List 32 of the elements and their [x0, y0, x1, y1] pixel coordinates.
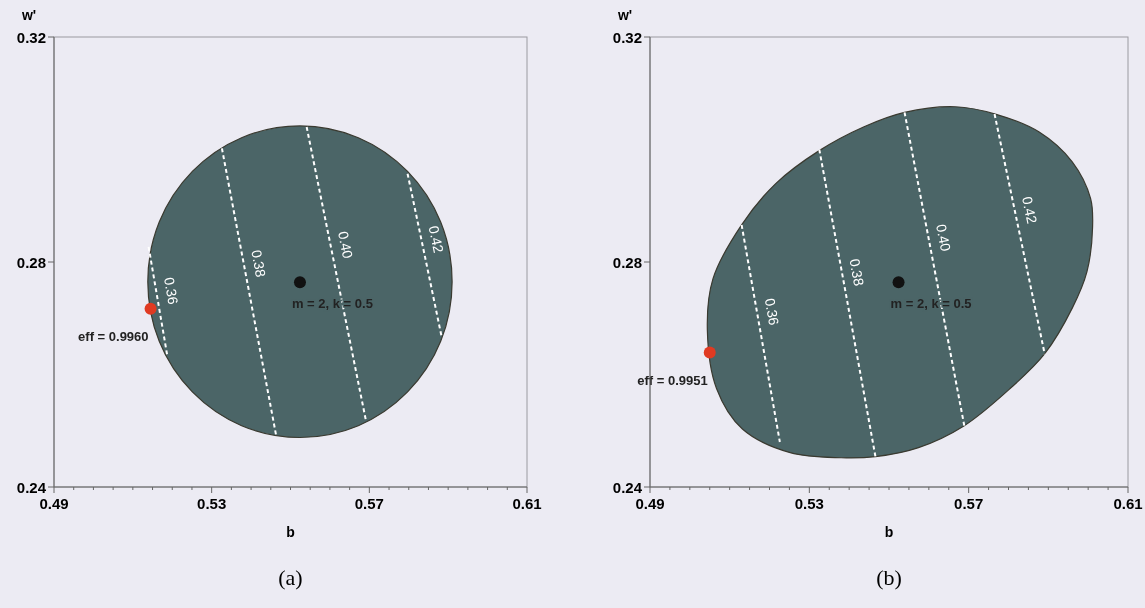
- x-axis-title: b: [884, 524, 894, 540]
- annotation: m = 2, k = 0.5: [291, 296, 373, 312]
- text: (b): [876, 565, 902, 590]
- y-tick-label: 0.24: [16, 478, 47, 496]
- text: (a): [278, 565, 303, 590]
- x-axis-title: b: [286, 524, 295, 540]
- y-tick-label: 0.28: [612, 253, 642, 271]
- x-tick-label: 0.61: [512, 495, 542, 512]
- y-axis-title: w': [20, 7, 37, 23]
- annotation: m = 2, k = 0.5: [890, 296, 972, 312]
- x-tick-label: 0.49: [635, 495, 665, 512]
- x-tick-label: 0.53: [197, 495, 227, 512]
- text: 0.36: [160, 276, 182, 306]
- x-tick-label: 0.53: [794, 495, 824, 512]
- text: 0.36: [761, 296, 783, 327]
- text: 0.38: [846, 257, 868, 288]
- annotation: eff = 0.9960: [78, 328, 149, 344]
- y-tick-label: 0.28: [16, 253, 46, 271]
- text: 0.42: [425, 224, 447, 255]
- annotation: eff = 0.9951: [637, 372, 708, 388]
- text: 0.38: [248, 248, 270, 279]
- x-tick-label: 0.61: [1113, 495, 1143, 512]
- text: 0.42: [1019, 195, 1041, 226]
- x-tick-label: 0.49: [39, 495, 69, 512]
- y-tick-label: 0.32: [16, 28, 46, 46]
- text: 0.40: [334, 229, 357, 261]
- y-axis-title: w': [616, 7, 633, 23]
- x-tick-label: 0.57: [954, 495, 984, 512]
- y-tick-label: 0.24: [612, 478, 643, 496]
- y-tick-label: 0.32: [612, 28, 642, 46]
- x-tick-label: 0.57: [354, 495, 384, 512]
- text: 0.40: [933, 222, 954, 253]
